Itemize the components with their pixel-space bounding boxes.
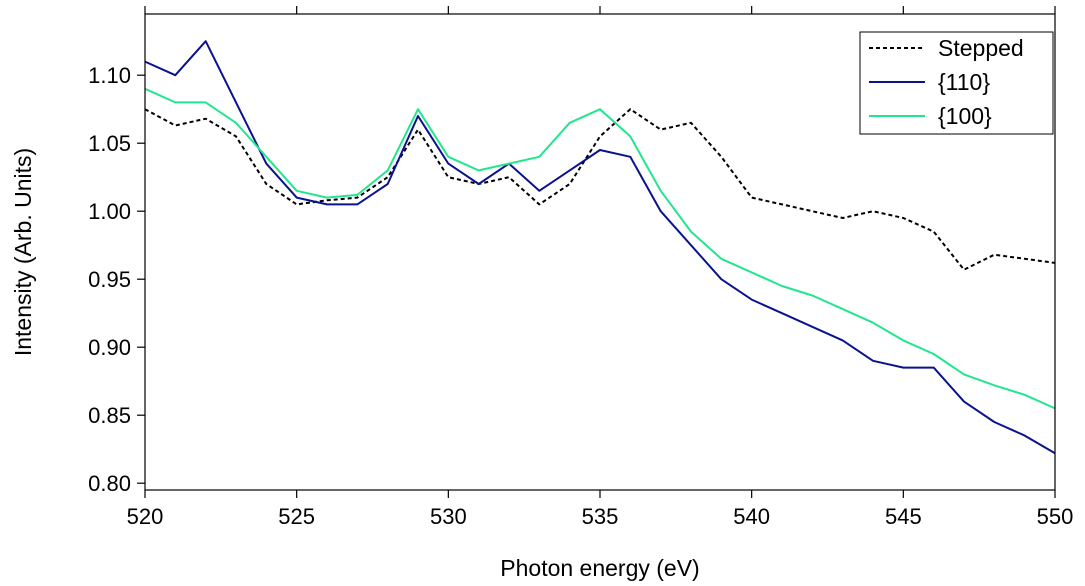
x-axis-title: Photon energy (eV) — [500, 555, 699, 581]
series-layer — [144, 40, 1056, 455]
legend-label-110: {110} — [938, 69, 990, 95]
legend-label-100: {100} — [938, 103, 992, 129]
x-tick-label: 535 — [582, 504, 619, 529]
y-axis-title: Intensity (Arb. Units) — [10, 148, 36, 356]
x-tick-label: 540 — [733, 504, 770, 529]
y-axis: 0.80 0.85 0.90 0.95 1.00 1.05 1.10 — [88, 63, 145, 496]
series-line-2 — [144, 87, 1056, 410]
series-line-1 — [144, 40, 1056, 455]
y-tick-label: 0.80 — [88, 471, 131, 496]
y-tick-label: 0.90 — [88, 335, 131, 360]
x-tick-label: 525 — [278, 504, 315, 529]
y-tick-label: 0.95 — [88, 267, 131, 292]
x-tick-label: 520 — [127, 504, 164, 529]
y-tick-label: 0.85 — [88, 403, 131, 428]
x-tick-label: 545 — [885, 504, 922, 529]
legend: Stepped {110} {100} — [859, 31, 1054, 135]
x-tick-label: 550 — [1037, 504, 1074, 529]
legend-label-stepped: Stepped — [938, 35, 1024, 61]
x-tick-label: 530 — [430, 504, 467, 529]
y-tick-label: 1.10 — [88, 63, 131, 88]
x-axis: 520 525 530 535 540 545 550 — [127, 6, 1074, 529]
y-tick-label: 1.00 — [88, 199, 131, 224]
series-line-0 — [144, 108, 1056, 271]
y-tick-label: 1.05 — [88, 131, 131, 156]
